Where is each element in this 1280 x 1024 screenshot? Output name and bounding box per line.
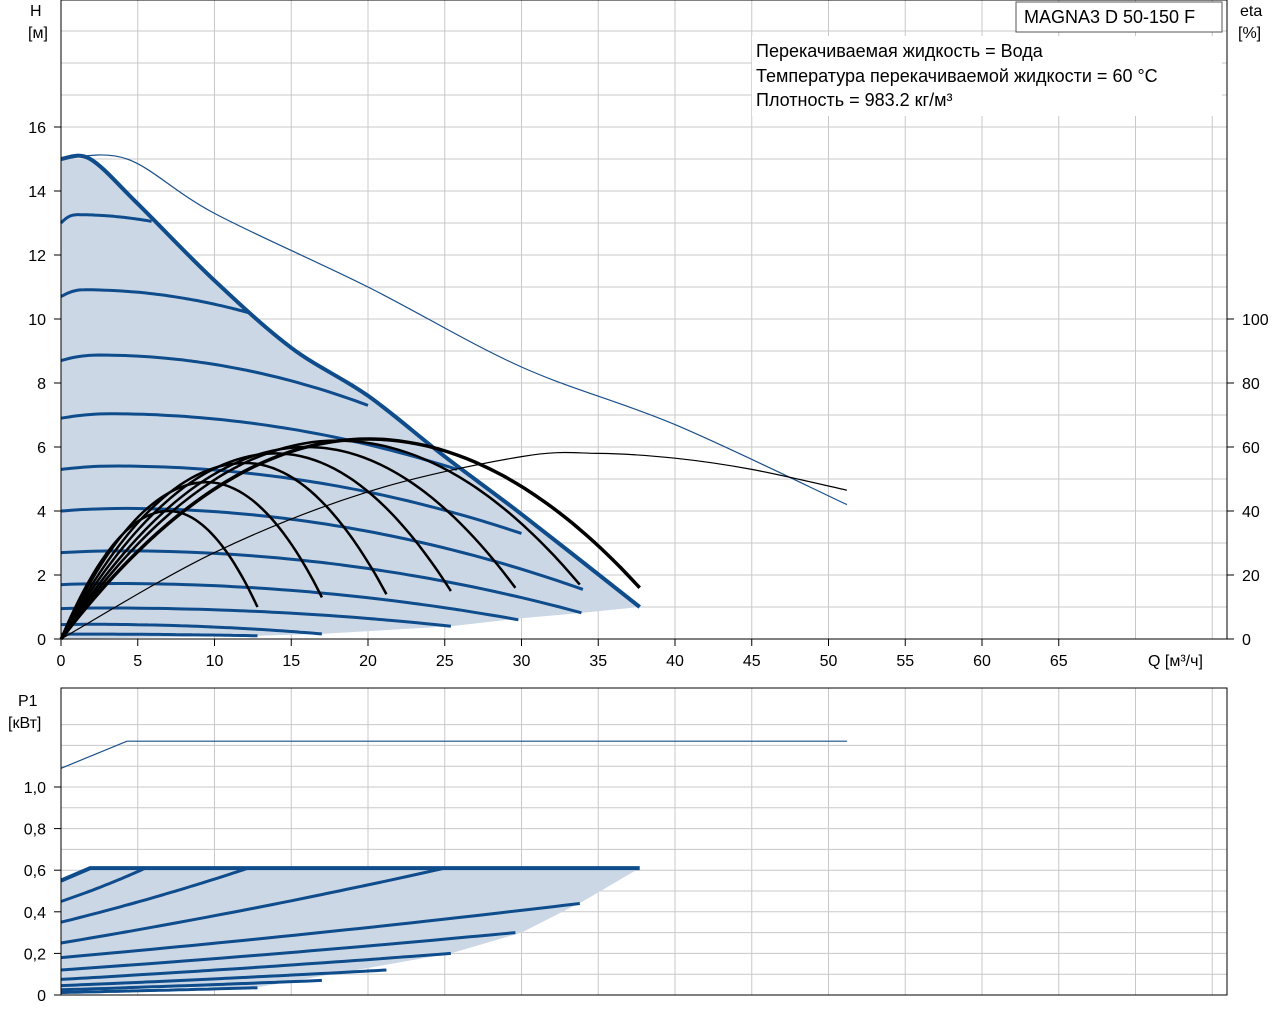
power-curve [60, 902, 580, 960]
x-tick-label: 40 [666, 653, 684, 670]
speed-head-curve [60, 606, 452, 628]
reference-curves [60, 154, 848, 640]
x-tick-label: 45 [743, 653, 761, 670]
fluid-info-line-1: Перекачиваемая жидкость = Вода [756, 41, 1044, 61]
x-tick-label: 5 [133, 653, 142, 670]
thin-head-curve [60, 154, 848, 506]
power-curve [60, 931, 516, 972]
power-chart: 0 0,2 0,4 0,6 0,8 1,0 P1 [кВт] [8, 687, 1228, 1005]
power-curve [60, 951, 451, 981]
speed-head-curve [59, 213, 152, 225]
fluid-info-line-2: Температура перекачиваемой жидкости = 60… [756, 66, 1158, 86]
thin-power-curve [60, 740, 847, 769]
y-tick-label: 10 [28, 312, 46, 329]
power-curve [60, 968, 387, 988]
speed-head-curve [60, 581, 519, 622]
thin-efficiency-curve [60, 451, 848, 640]
power-curve [60, 986, 258, 994]
head-ylabel-unit: [м] [28, 25, 48, 42]
efficiency-curves [59, 437, 641, 641]
eta-tick-label: 60 [1242, 440, 1260, 457]
power-ylabel-symbol: P1 [18, 693, 38, 710]
power-curve [60, 866, 147, 903]
x-tick-label: 30 [513, 653, 531, 670]
max-power-curve [60, 866, 640, 883]
efficiency-curve [59, 437, 641, 641]
x-tick-label: 65 [1050, 653, 1068, 670]
y-tick-label: 16 [28, 120, 46, 137]
y-tick-label: 2 [37, 568, 46, 585]
speed-head-curve [60, 632, 258, 638]
eta-tick-label: 100 [1242, 312, 1269, 329]
head-ylabel-symbol: H [30, 3, 42, 20]
eta-tick-label: 80 [1242, 376, 1260, 393]
power-axis-ticks: 0 0,2 0,4 0,6 0,8 1,0 [24, 780, 61, 1005]
power-tick-label: 0 [37, 988, 46, 1005]
speed-head-curve [60, 412, 458, 471]
x-tick-label: 0 [57, 653, 66, 670]
power-tick-label: 1,0 [24, 780, 46, 797]
power-tick-label: 0,2 [24, 946, 46, 963]
power-curves [60, 866, 640, 994]
y-tick-label: 8 [37, 376, 46, 393]
y-tick-label: 12 [28, 248, 46, 265]
eta-tick-label: 0 [1242, 632, 1251, 649]
power-plot-frame [60, 687, 1228, 996]
power-ylabel-unit: [кВт] [8, 715, 41, 732]
x-tick-label: 60 [973, 653, 991, 670]
eta-tick-label: 20 [1242, 568, 1260, 585]
power-tick-label: 0,4 [24, 905, 46, 922]
power-curve [60, 866, 446, 945]
x-tick-label: 25 [436, 653, 454, 670]
speed-head-curve [60, 288, 249, 315]
eta-label-symbol: eta [1240, 3, 1262, 20]
y-tick-label: 14 [28, 184, 46, 201]
eta-tick-label: 40 [1242, 504, 1260, 521]
y-tick-label: 6 [37, 440, 46, 457]
head-axis-ticks: 0 5 10 15 20 25 30 35 40 45 50 55 60 65 0 2 4 6 8 10 12 14 16 0… [28, 120, 1269, 670]
flow-axis-label: Q [м³/ч] [1148, 653, 1203, 670]
fluid-info-box [752, 36, 1222, 116]
speed-head-curve [60, 549, 582, 615]
head-chart: 0 5 10 15 20 25 30 35 40 45 50 55 60 65 0 2 4 6 8 10 12 14 16 0… [28, 0, 1269, 670]
power-curve [60, 978, 322, 992]
x-tick-label: 35 [589, 653, 607, 670]
speed-head-curve [60, 353, 369, 407]
efficiency-curve [59, 509, 259, 640]
x-tick-label: 50 [820, 653, 838, 670]
x-tick-label: 55 [896, 653, 914, 670]
power-tick-label: 0,8 [24, 822, 46, 839]
speed-head-curve [60, 622, 323, 636]
y-tick-label: 0 [37, 632, 46, 649]
power-reference-curve [60, 740, 847, 769]
efficiency-curve [59, 480, 324, 640]
max-head-curve [60, 153, 641, 609]
power-tick-label: 0,6 [24, 863, 46, 880]
x-tick-label: 15 [282, 653, 300, 670]
y-tick-label: 4 [37, 504, 46, 521]
model-name: MAGNA3 D 50-150 F [1024, 7, 1195, 27]
power-curve [60, 866, 249, 924]
x-tick-label: 10 [206, 653, 224, 670]
model-box [1015, 1, 1223, 33]
eta-label-unit: [%] [1238, 25, 1261, 42]
x-tick-label: 20 [359, 653, 377, 670]
fluid-info-line-3: Плотность = 983.2 кг/м³ [756, 90, 952, 110]
efficiency-curve [59, 439, 581, 640]
